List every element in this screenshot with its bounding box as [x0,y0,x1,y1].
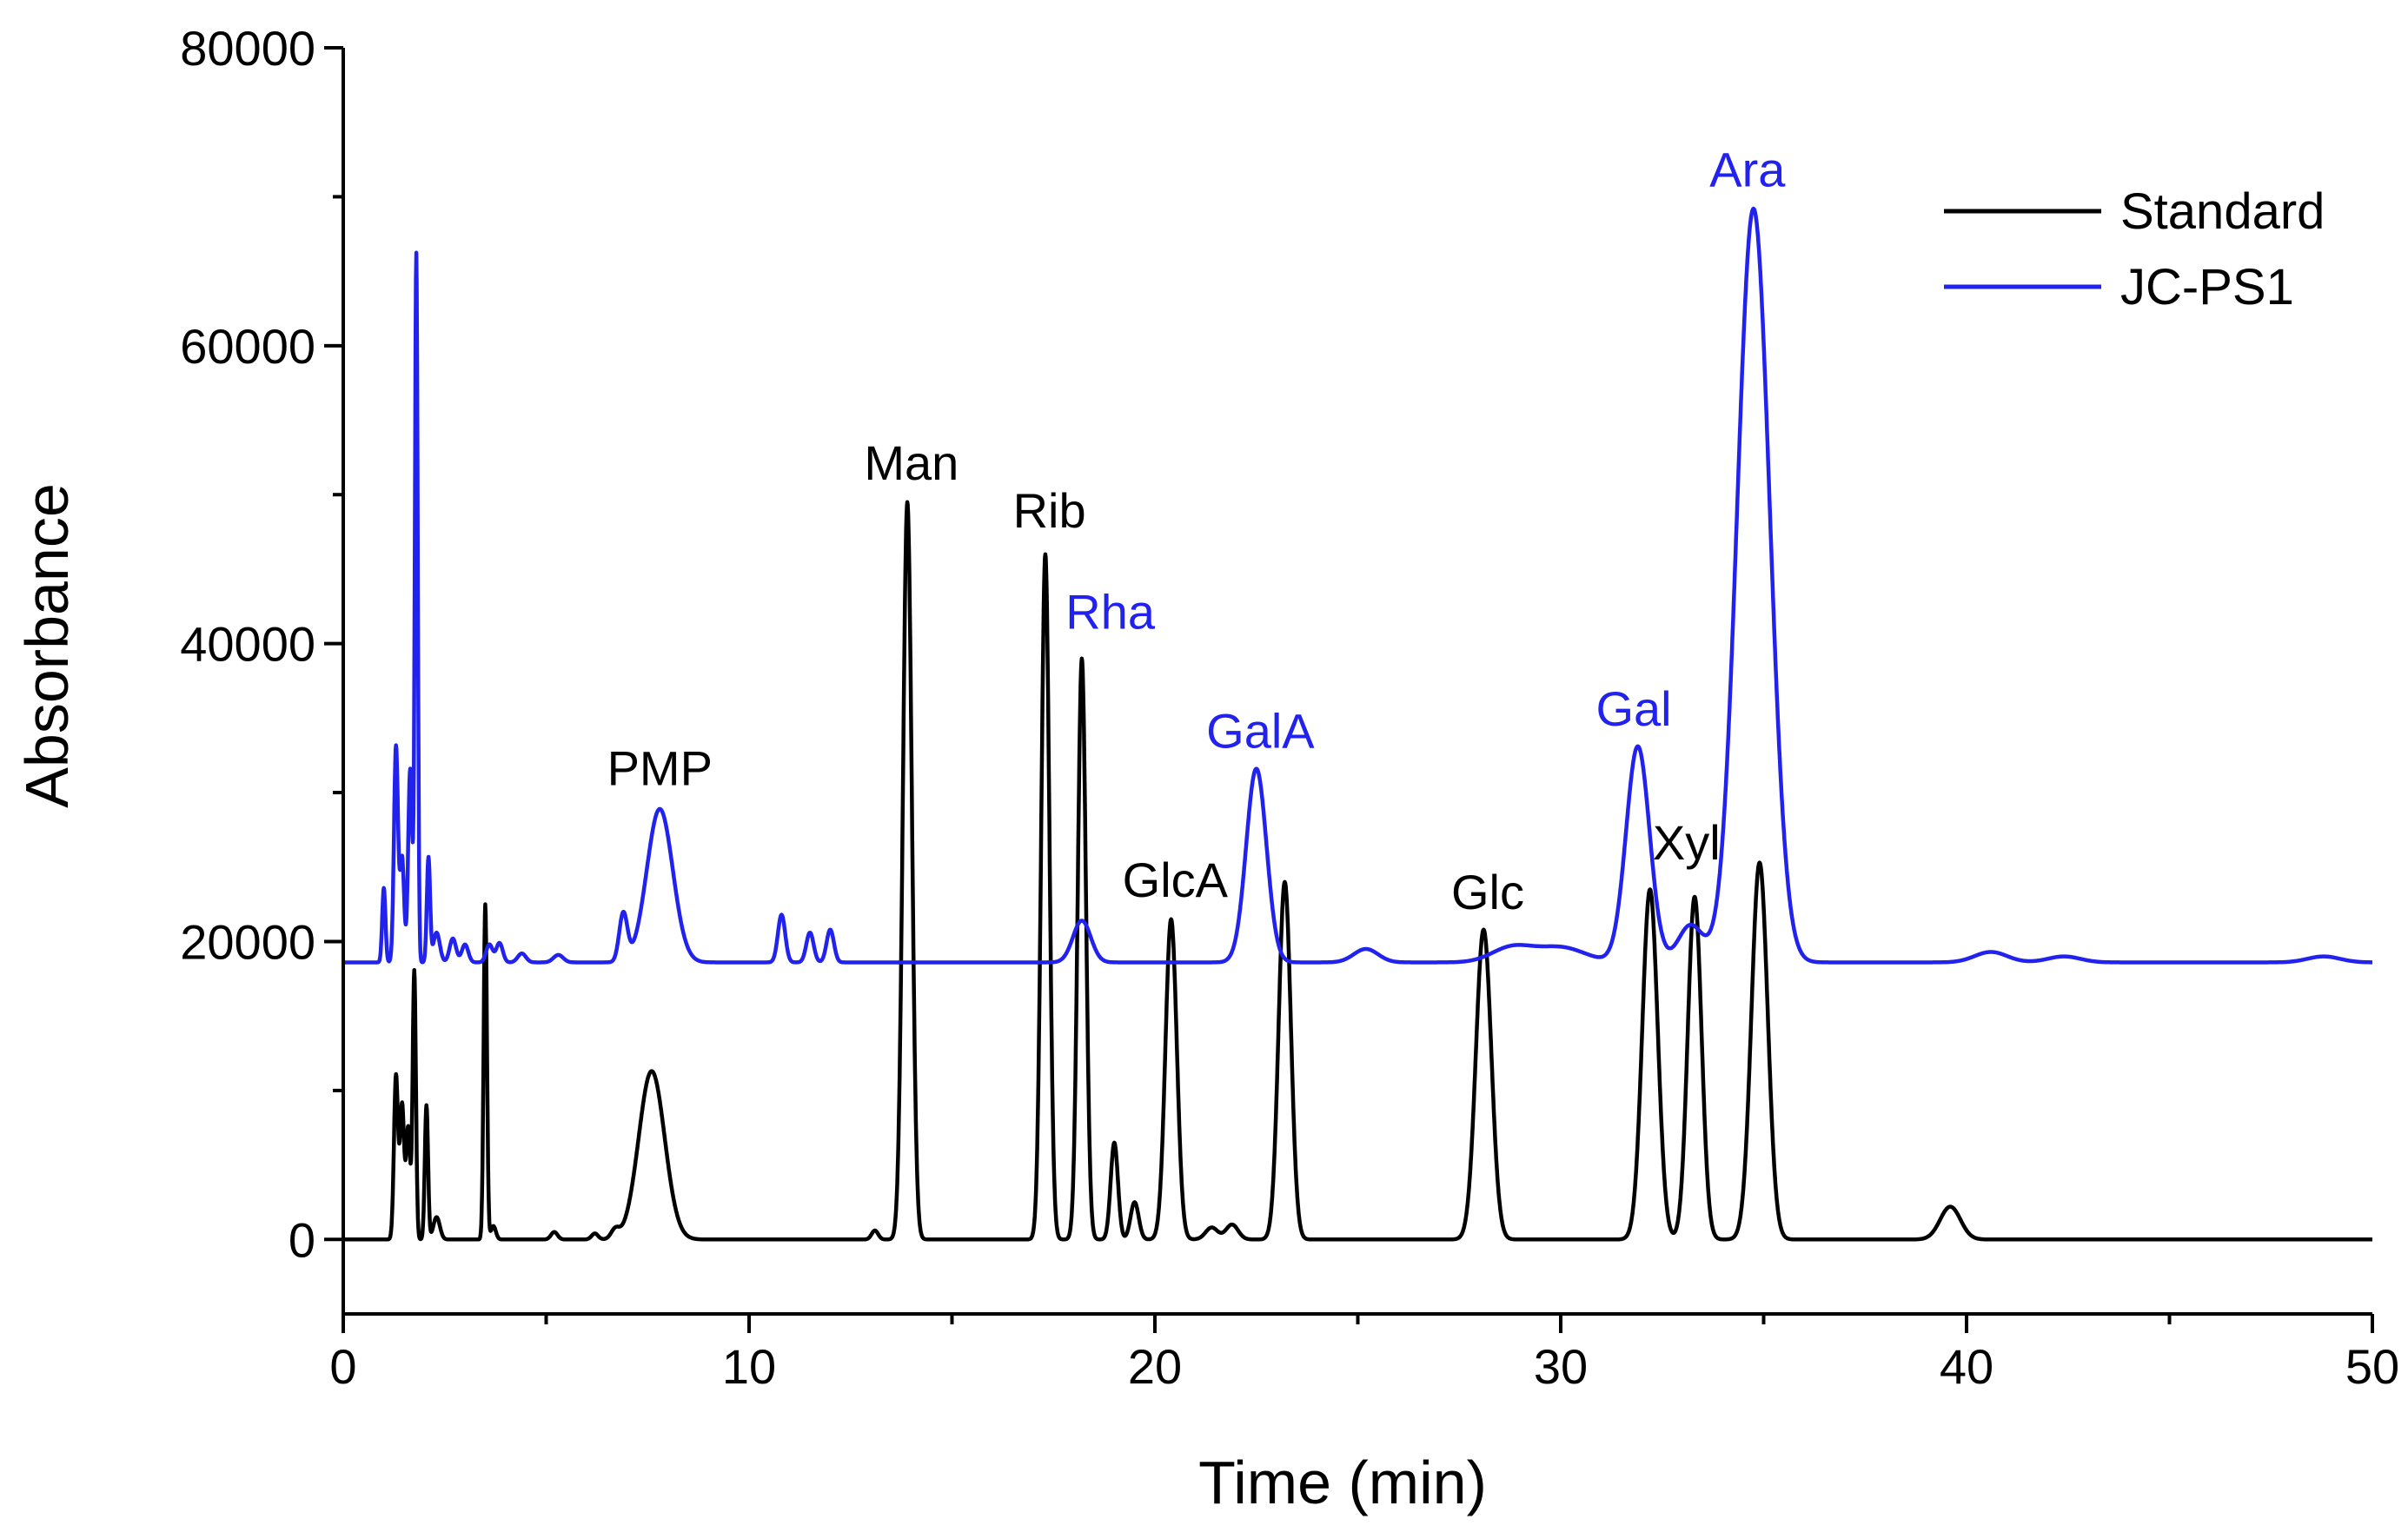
series-line-jc-ps1 [342,206,2374,965]
y-tick-label: 40000 [180,617,315,672]
x-tick-label: 10 [722,1339,776,1394]
legend: Standard JC-PS1 [1944,183,2325,315]
peak-label-gala: GalA [1206,704,1315,759]
peak-label-rib: Rib [1013,483,1086,538]
x-axis-title: Time (min) [1198,1449,1487,1516]
series-line-standard [342,500,2374,1242]
y-tick-label: 80000 [180,21,315,76]
x-tick-label: 30 [1534,1339,1588,1394]
peak-label-ara: Ara [1709,142,1786,196]
x-tick-label: 0 [329,1339,356,1394]
series-layer [342,206,2374,1242]
x-tick-label: 40 [1940,1339,1993,1394]
peak-label-man: Man [864,435,959,490]
legend-label-standard: Standard [2120,183,2325,240]
peak-label-xyl: Xyl [1653,815,1721,870]
x-tick-label: 50 [2345,1339,2399,1394]
peak-label-glca: GlcA [1123,852,1229,907]
peak-label-pmp: PMP [607,740,713,795]
y-tick-label: 20000 [180,914,315,969]
y-tick-label: 60000 [180,319,315,374]
peak-label-glc: Glc [1451,865,1524,919]
y-axis-title: Absorbance [13,483,81,808]
y-tick-label: 0 [289,1212,315,1267]
legend-label-jc-ps1: JC-PS1 [2120,259,2294,315]
axes-layer: 0 10 20 30 40 50 0 20000 40000 60000 80000 [180,21,2399,1394]
x-tick-label: 20 [1128,1339,1182,1394]
peak-label-gal: Gal [1595,681,1671,736]
annotation-layer: PMP Man Rib Rha GlcA GalA Glc Gal Xyl Ara [607,142,1787,919]
peak-label-rha: Rha [1065,585,1156,640]
